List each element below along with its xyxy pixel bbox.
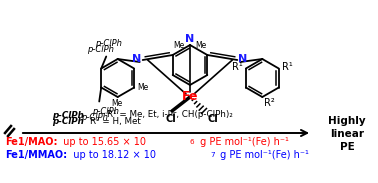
- Text: Cl: Cl: [166, 114, 177, 124]
- Text: R²: R²: [264, 98, 275, 108]
- Text: up to 15.65 × 10: up to 15.65 × 10: [60, 137, 146, 147]
- Text: R² = H, Met: R² = H, Met: [90, 117, 140, 126]
- Text: N: N: [132, 54, 142, 64]
- Text: 7: 7: [210, 152, 215, 158]
- Text: Fe1/MMAO:: Fe1/MMAO:: [5, 150, 67, 160]
- Text: N: N: [238, 54, 248, 64]
- Text: g PE mol⁻¹(Fe) h⁻¹: g PE mol⁻¹(Fe) h⁻¹: [217, 150, 309, 160]
- Text: p-ClPh: p-ClPh: [81, 113, 108, 122]
- Text: R¹: R¹: [282, 63, 293, 72]
- Text: Fe: Fe: [182, 91, 198, 104]
- Text: Me: Me: [111, 99, 122, 108]
- Text: R¹: R¹: [232, 63, 243, 72]
- Text: p-ClPh: p-ClPh: [92, 107, 119, 115]
- Text: Me: Me: [195, 41, 206, 50]
- Text: up to 18.12 × 10: up to 18.12 × 10: [67, 150, 156, 160]
- Text: R¹ = Me, Et, i-Pr, CH(p-ClPh)₂: R¹ = Me, Et, i-Pr, CH(p-ClPh)₂: [107, 110, 233, 119]
- Text: 6: 6: [190, 139, 195, 145]
- Text: p-ClPh: p-ClPh: [52, 111, 84, 120]
- Text: p-ClPh: p-ClPh: [87, 46, 114, 55]
- Text: p-ClPh: p-ClPh: [52, 117, 84, 126]
- Text: Me: Me: [137, 83, 149, 92]
- Text: Me: Me: [174, 41, 185, 50]
- Text: p-ClPh: p-ClPh: [95, 40, 122, 48]
- Text: Fe1/MAO:: Fe1/MAO:: [5, 137, 57, 147]
- Text: Highly
linear
PE: Highly linear PE: [328, 116, 366, 152]
- Text: N: N: [185, 34, 195, 44]
- Text: g PE mol⁻¹(Fe) h⁻¹: g PE mol⁻¹(Fe) h⁻¹: [197, 137, 289, 147]
- Text: Cl: Cl: [207, 114, 218, 124]
